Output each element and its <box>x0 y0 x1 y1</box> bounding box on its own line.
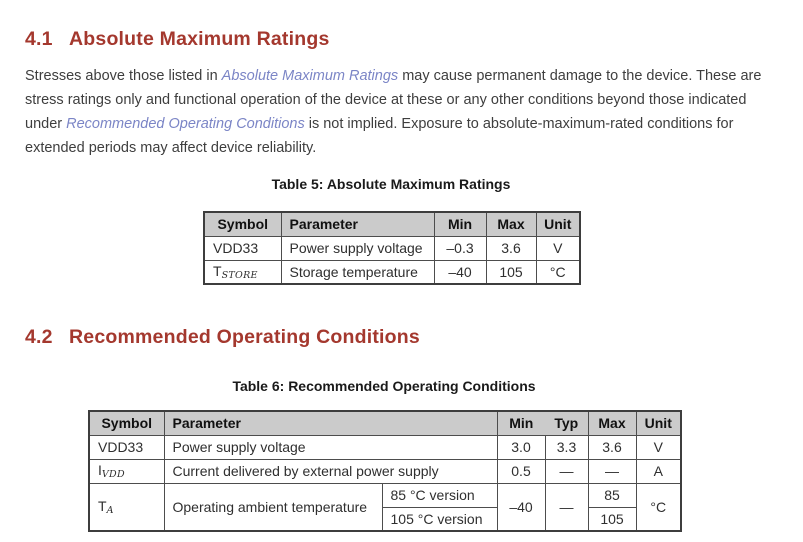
table6-cell-typ: 3.3 <box>544 434 589 460</box>
table6-cell-unit: °C <box>635 482 682 532</box>
table6-header-min: Min <box>496 410 545 436</box>
table5-header-unit: Unit <box>535 211 581 237</box>
symbol-base: T <box>98 497 107 514</box>
section-number: 4.2 <box>25 326 53 348</box>
table5-cell-min: –0.3 <box>433 235 487 261</box>
table6-cell-unit: A <box>635 458 682 484</box>
table5-cell-parameter: Storage temperature <box>280 259 435 285</box>
symbol-subscript: A <box>106 504 114 516</box>
table5-header-max: Max <box>485 211 537 237</box>
table5: Symbol Parameter Min Max Unit VDD33 Powe… <box>203 211 581 285</box>
symbol-subscript: VDD <box>101 469 125 480</box>
table6-cell-min: 3.0 <box>496 434 546 460</box>
table6-cell-symbol: TA <box>88 482 165 532</box>
table5-header-symbol: Symbol <box>203 211 282 237</box>
xref-link-recommended-operating-conditions[interactable]: Recommended Operating Conditions <box>66 116 305 132</box>
table6-cell-max: 3.6 <box>587 434 637 460</box>
table5-header-min: Min <box>433 211 487 237</box>
table6-cell-max: — <box>587 458 637 484</box>
table6-header-symbol: Symbol <box>88 410 165 436</box>
table6-cell-version-85: 85 °C version <box>381 482 498 508</box>
symbol-base: I <box>98 462 102 478</box>
table5-cell-min: –40 <box>433 259 487 285</box>
table5-cell-parameter: Power supply voltage <box>280 235 435 261</box>
table6-header-max: Max <box>587 410 637 436</box>
paragraph-text: may cause permanent damage to the device… <box>25 68 762 132</box>
section-number: 4.1 <box>25 28 53 50</box>
table6-header-parameter: Parameter <box>163 410 498 436</box>
table6-header-typ: Typ <box>545 410 589 436</box>
table6-cell-parameter: Current delivered by external power supp… <box>163 458 498 484</box>
table-row: TSTORE Storage temperature –40 105 °C <box>203 259 581 285</box>
table6-cell-unit: V <box>635 434 682 460</box>
table-row: VDD33 Power supply voltage –0.3 3.6 V <box>203 235 581 261</box>
paragraph-text: is not implied. Exposure to absolute-max… <box>25 116 734 156</box>
intro-paragraph: Stresses above those listed in Absolute … <box>25 64 779 160</box>
table6-cell-symbol: VDD33 <box>88 434 165 460</box>
section-title: Recommended Operating Conditions <box>69 326 420 348</box>
table5-header-row: Symbol Parameter Min Max Unit <box>203 211 581 237</box>
xref-link-absolute-maximum-ratings[interactable]: Absolute Maximum Ratings <box>221 68 399 84</box>
symbol-base: T <box>213 262 222 279</box>
table6-cell-parameter: Power supply voltage <box>163 434 498 460</box>
table-row: 105 °C version 105 <box>89 506 681 532</box>
table-row: VDD33 Power supply voltage 3.0 3.3 3.6 V <box>88 434 682 460</box>
table6-header-row: Symbol Parameter Min Typ Max Unit <box>88 410 682 436</box>
table6-header-unit: Unit <box>635 410 682 436</box>
table6-cell-version-105: 105 °C version <box>381 506 498 532</box>
table5-cell-max: 3.6 <box>485 235 537 261</box>
table5-cell-symbol: VDD33 <box>203 235 282 261</box>
section-title: Absolute Maximum Ratings <box>69 28 330 50</box>
table5-caption: Table 5: Absolute Maximum Ratings <box>271 176 511 192</box>
symbol-base: VDD33 <box>213 240 259 256</box>
paragraph-text: Stresses above those listed in <box>25 68 222 84</box>
section-heading-4-2: 4.2 Recommended Operating Conditions <box>25 326 778 348</box>
table-row: IVDD Current delivered by external power… <box>88 458 682 484</box>
symbol-base: VDD33 <box>98 439 144 455</box>
table5-cell-unit: V <box>535 235 581 261</box>
table5-header-parameter: Parameter <box>280 211 435 237</box>
table5-cell-symbol: TSTORE <box>203 259 282 285</box>
table6-cell-max-105: 105 <box>587 506 637 532</box>
table6-cell-min: 0.5 <box>496 458 546 484</box>
table6-cell-symbol: IVDD <box>88 458 165 484</box>
table6-block: Table 6: Recommended Operating Condition… <box>88 378 682 532</box>
table5-cell-max: 105 <box>485 259 537 285</box>
table6-cell-max-85: 85 <box>587 482 637 508</box>
table5-block: Table 5: Absolute Maximum Ratings Symbol… <box>203 176 581 285</box>
table6-cell-parameter: Operating ambient temperature <box>163 482 383 532</box>
table-row: TA Operating ambient temperature 85 °C v… <box>88 482 682 532</box>
section-heading-4-1: 4.1 Absolute Maximum Ratings <box>25 28 778 50</box>
table6: Symbol Parameter Min Typ Max Unit VDD33 … <box>88 410 682 532</box>
table5-cell-unit: °C <box>535 259 581 285</box>
table6-cell-typ: — <box>544 458 589 484</box>
table6-cell-typ: — <box>544 482 589 532</box>
table6-caption: Table 6: Recommended Operating Condition… <box>232 378 536 394</box>
table6-cell-min: –40 <box>496 482 546 532</box>
symbol-subscript: STORE <box>221 269 258 281</box>
